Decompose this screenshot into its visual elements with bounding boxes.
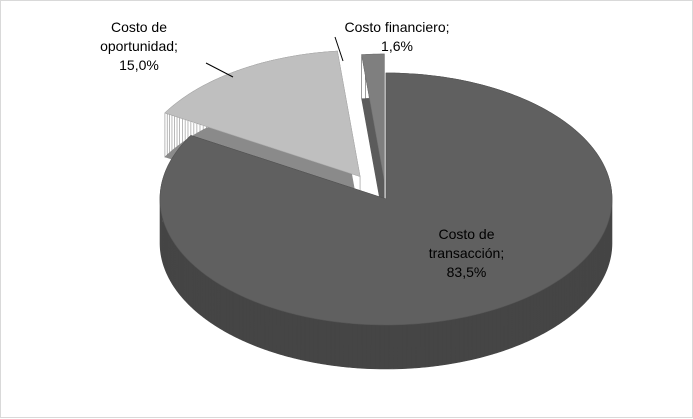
slice bbox=[361, 53, 385, 181]
slices bbox=[159, 50, 613, 370]
label-separator: ; bbox=[445, 19, 450, 35]
slice bbox=[164, 50, 361, 177]
label-value: 1,6% bbox=[381, 38, 413, 54]
label-value: 15,0% bbox=[119, 57, 159, 73]
data-label: Costo financiero; 1,6% bbox=[341, 18, 453, 56]
label-separator: ; bbox=[500, 245, 505, 261]
label-name: Costo de oportunidad bbox=[100, 19, 175, 54]
slice bbox=[159, 72, 613, 326]
leader-line bbox=[334, 36, 344, 62]
label-value: 83,5% bbox=[446, 264, 487, 280]
data-label: Costo de transacción; 83,5% bbox=[419, 225, 514, 282]
label-separator: ; bbox=[174, 38, 178, 54]
data-label: Costo de oportunidad; 15,0% bbox=[89, 18, 189, 75]
label-name: Costo de transacción bbox=[428, 226, 501, 261]
label-name: Costo financiero bbox=[344, 19, 446, 35]
leader-line bbox=[205, 62, 234, 78]
